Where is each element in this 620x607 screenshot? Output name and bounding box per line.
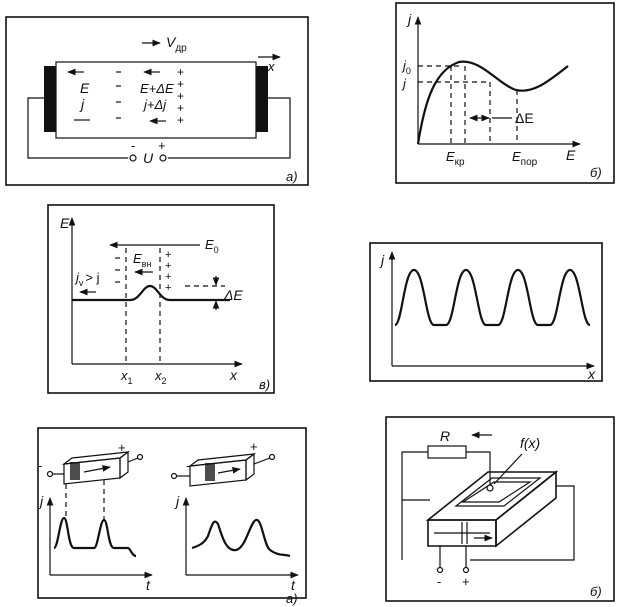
wire-to-center (466, 451, 491, 486)
plus-sign: + (158, 138, 166, 153)
top-electrode-inner (460, 481, 533, 503)
caption-a: а) (286, 169, 298, 184)
E0-label: E0 (205, 237, 219, 255)
minus-sign: - (437, 574, 441, 589)
axis-t-2-label: t (291, 577, 296, 593)
minus-charges (116, 71, 121, 119)
plus-charges: + + + + + (177, 65, 184, 127)
panel-sample-diagram: - + U Vдр x E j E+ΔE j+Δj + + + + + а) (5, 16, 309, 186)
wire-left (27, 97, 128, 159)
panel-frame (5, 16, 309, 186)
panel-je-characteristic: j E ΔE j0 j Eкр Eпор б) (395, 2, 615, 184)
epor-label: Eпор (512, 149, 538, 168)
svg-text:+: + (165, 271, 171, 283)
deltaE-label: ΔE (223, 287, 243, 303)
caption-b-bottom: б) (590, 584, 602, 599)
axis-E-label: E (60, 215, 70, 231)
svg-text:+: + (177, 113, 184, 127)
svg-text:+: + (165, 282, 171, 294)
current-j-mid: j+Δj (142, 97, 167, 112)
resistor-R (427, 445, 467, 459)
x2-label: x2 (154, 368, 167, 386)
wire-left (401, 451, 428, 560)
panel-jx-oscillation: j x (369, 242, 603, 382)
voltage-label: U (143, 150, 154, 166)
svg-text:+: + (177, 65, 184, 79)
j0-label: j0 (401, 58, 411, 76)
drift-label: Vдр (166, 34, 187, 54)
panel-frame (37, 427, 307, 599)
resistor-label: R (440, 428, 450, 444)
panel-frame (47, 204, 275, 394)
svg-text:+: + (118, 440, 126, 455)
svg-text:-: - (186, 458, 190, 473)
panel-gunn-waveforms: - + - + j t (37, 427, 307, 606)
axis-x-label: x (587, 366, 596, 382)
field-E-mid: E+ΔE (140, 81, 174, 96)
deltaE-label: ΔE (515, 110, 534, 126)
axis-t-1-label: t (146, 577, 151, 593)
axis-j-label: j (379, 252, 385, 268)
axis-x-label: x (229, 367, 238, 383)
minus-sign: - (131, 138, 135, 153)
current-j-left: j (79, 96, 85, 112)
svg-text:+: + (177, 89, 184, 103)
caption-v: в) (259, 377, 270, 392)
panel-frame (385, 416, 615, 602)
fx-leader (493, 453, 523, 485)
slab-side (495, 470, 557, 548)
ekr-label: Eкр (446, 149, 465, 168)
jx-wave (393, 268, 592, 327)
caption-b: б) (590, 165, 602, 180)
axis-j-1-label: j (38, 493, 44, 509)
top-electrode (454, 477, 542, 507)
waveform-2 (191, 518, 291, 558)
wire-right (470, 485, 575, 561)
svg-text:+: + (165, 249, 171, 261)
fx-label: f(x) (520, 435, 540, 451)
x-axis-label: x (267, 59, 275, 74)
Evn-label: Eвн (133, 251, 151, 269)
jv-label: jv > j (74, 270, 100, 288)
x1-label: x1 (120, 368, 133, 386)
panel-frame (395, 2, 615, 184)
panel-planar-device: R f(x) - + б) (385, 416, 615, 602)
terminal-minus (129, 154, 137, 162)
panel-frame (369, 242, 603, 382)
caption-a-bottom: а) (286, 591, 298, 606)
field-profile (72, 284, 230, 302)
panel-domain-field: E x E0 Eвн + + + + jv > j ΔE x1 x2 в) (47, 204, 275, 394)
svg-text:+: + (165, 260, 171, 272)
device-left: - + (38, 440, 144, 522)
axis-j-2-label: j (174, 493, 180, 509)
waveform-1 (52, 516, 137, 558)
svg-text:+: + (250, 439, 258, 454)
axis-E-label: E (566, 147, 576, 163)
axis-j-label: j (406, 11, 412, 27)
minus-charges (115, 257, 120, 283)
terminal-plus (462, 566, 470, 574)
right-contact (256, 66, 268, 132)
plus-charges: + + + + (165, 249, 171, 294)
plus-sign: + (462, 574, 470, 589)
left-contact (44, 66, 56, 132)
device-right: - + (170, 439, 276, 487)
j-label: j (401, 76, 407, 91)
je-curve (416, 60, 569, 145)
field-E-left: E (80, 80, 90, 96)
terminal-plus (159, 154, 167, 162)
terminal-minus (436, 566, 444, 574)
wire-right (168, 97, 291, 159)
svg-text:+: + (177, 101, 184, 115)
svg-text:-: - (38, 458, 42, 473)
svg-text:+: + (177, 77, 184, 91)
